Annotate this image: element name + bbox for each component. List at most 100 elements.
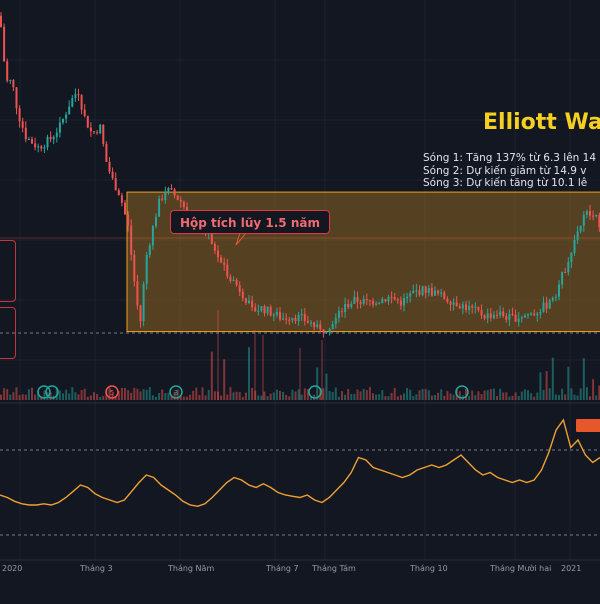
- candle-body-74: [229, 276, 232, 281]
- candle-body-123: [381, 299, 384, 303]
- candle-body-108: [334, 318, 337, 324]
- volume-bar-89: [275, 389, 278, 400]
- volume-bar-148: [458, 391, 461, 400]
- candle-body-158: [489, 313, 492, 319]
- volume-bar-20: [62, 393, 64, 400]
- candle-body-134: [415, 290, 418, 292]
- volume-bar-168: [520, 391, 523, 400]
- candle-body-75: [232, 279, 235, 281]
- volume-bar-83: [257, 395, 260, 400]
- volume-bar-185: [573, 394, 576, 400]
- volume-bar-169: [523, 389, 526, 400]
- volume-bar-40: [124, 388, 126, 400]
- candle-body-78: [241, 291, 244, 299]
- candle-body-153: [474, 306, 477, 308]
- volume-bar-120: [372, 393, 374, 400]
- candle-body-116: [359, 302, 362, 304]
- volume-bar-171: [530, 393, 533, 400]
- volume-bar-142: [440, 389, 443, 400]
- candle-body-10: [31, 138, 33, 144]
- candle-body-151: [468, 305, 471, 310]
- candle-body-143: [443, 292, 446, 299]
- candle-body-38: [117, 190, 120, 196]
- volume-bar-53: [164, 393, 167, 400]
- candle-body-48: [148, 245, 151, 255]
- volume-bar-113: [350, 393, 353, 400]
- volume-bar-7: [21, 394, 24, 400]
- candle-body-102: [316, 324, 319, 327]
- candle-body-23: [71, 98, 74, 107]
- candle-body-139: [430, 287, 433, 296]
- volume-bar-67: [207, 389, 210, 400]
- volume-bar-51: [158, 393, 161, 400]
- candle-body-169: [523, 315, 526, 318]
- candle-body-54: [167, 188, 170, 193]
- volume-bar-163: [505, 392, 508, 400]
- candle-body-82: [254, 307, 257, 312]
- wave-marker-4: [308, 385, 322, 399]
- candle-body-81: [251, 300, 254, 308]
- volume-bar-174: [539, 372, 542, 400]
- candle-body-58: [179, 199, 182, 202]
- volume-bar-54: [167, 392, 170, 400]
- volume-bar-124: [384, 396, 387, 400]
- candle-body-1: [3, 26, 6, 62]
- volume-bar-56: [173, 391, 176, 400]
- volume-bar-31: [96, 394, 99, 400]
- candle-body-144: [446, 298, 449, 302]
- volume-bar-104: [322, 388, 325, 400]
- volume-bar-22: [68, 393, 71, 400]
- candle-body-126: [390, 296, 393, 298]
- volume-bar-152: [471, 390, 474, 400]
- volume-bar-47: [145, 389, 148, 400]
- volume-bar-128: [396, 396, 399, 400]
- candle-body-76: [235, 279, 238, 286]
- candle-body-4: [12, 80, 15, 88]
- volume-bar-61: [189, 394, 192, 400]
- volume-bar-43: [133, 387, 136, 400]
- candle-body-105: [325, 331, 328, 333]
- candle-body-129: [399, 300, 402, 306]
- x-tick-4: Tháng 7: [266, 564, 299, 573]
- candle-body-84: [260, 306, 263, 311]
- volume-bar-2: [6, 389, 9, 400]
- volume-bar-162: [502, 392, 505, 400]
- left-label-box-1: [0, 240, 16, 302]
- candle-body-135: [418, 290, 421, 295]
- candle-body-16: [49, 136, 52, 140]
- candle-body-177: [548, 300, 551, 309]
- wave-marker-label-3: 3: [174, 389, 178, 397]
- candle-body-99: [306, 320, 309, 323]
- volume-bar-179: [554, 394, 557, 400]
- candle-body-121: [375, 303, 378, 305]
- volume-bar-68: [210, 351, 213, 400]
- candle-body-8: [24, 127, 27, 140]
- volume-bar-38: [117, 390, 120, 400]
- volume-bar-74: [229, 387, 232, 400]
- candle-body-6: [18, 108, 21, 122]
- volume-bar-42: [130, 392, 133, 400]
- candle-body-182: [564, 272, 567, 274]
- candle-body-189: [585, 211, 588, 215]
- candle-body-168: [520, 317, 523, 319]
- volume-bar-55: [170, 395, 173, 400]
- candle-body-159: [492, 314, 495, 319]
- candle-body-172: [533, 313, 536, 316]
- x-axis: 2020 Tháng 3 Tháng Năm Tháng 7 Tháng Tám…: [0, 562, 600, 600]
- candle-body-24: [74, 94, 77, 99]
- volume-bar-97: [300, 394, 303, 400]
- candle-body-192: [595, 214, 598, 217]
- volume-bar-150: [465, 388, 467, 400]
- volume-bar-146: [452, 394, 455, 400]
- candle-body-80: [248, 300, 250, 303]
- candle-body-5: [15, 87, 18, 109]
- volume-bar-177: [548, 388, 551, 400]
- volume-bar-37: [114, 396, 117, 400]
- candle-body-70: [217, 250, 219, 258]
- volume-bar-191: [592, 379, 595, 400]
- x-tick-7: Tháng Mười hai: [490, 564, 552, 573]
- volume-layer: [0, 310, 600, 400]
- volume-bar-77: [238, 392, 241, 400]
- volume-bar-159: [492, 388, 495, 400]
